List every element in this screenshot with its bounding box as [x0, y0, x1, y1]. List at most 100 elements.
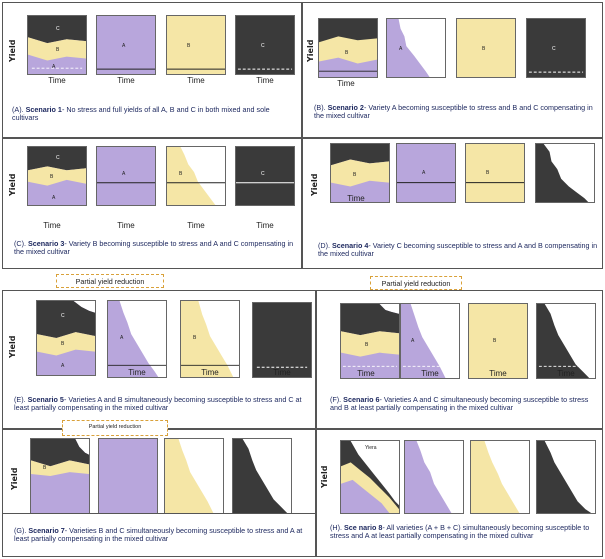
time-label: Time — [256, 221, 274, 230]
time-label: Time — [489, 369, 507, 378]
caption-text: - Variety A becoming susceptible to stre… — [314, 103, 593, 121]
letter-a: A — [422, 170, 426, 176]
caption-text: - Variety B becoming susceptible to stre… — [14, 239, 294, 257]
mixed-cultivar-box: B — [330, 143, 390, 203]
time-label: Time — [357, 369, 375, 378]
letter-c: C — [552, 46, 556, 52]
letter-a: A — [120, 335, 124, 341]
caption-title: Scenario 4 — [331, 241, 369, 250]
letter-b: B — [179, 171, 183, 177]
partial-yield-callout: Partial yield reduction — [370, 276, 462, 290]
letter-b: B — [353, 172, 357, 178]
caption-d: (D). Scenario 4- Variety C becoming susc… — [318, 241, 598, 259]
time-label: Time — [201, 368, 219, 377]
letter-b: B — [56, 47, 60, 53]
caption-text: - All varieties (A + B + C) simultaneous… — [330, 523, 590, 541]
caption-c: (C). Scenario 3- Variety B becoming susc… — [14, 239, 294, 257]
caption-g: (G). Scenario 7- Varieties B and C simul… — [14, 526, 310, 544]
mixed-cultivar-box: C B A — [36, 300, 96, 376]
sole-c-box: C — [526, 18, 586, 78]
letter-a: A — [61, 363, 65, 369]
caption-title: Scenario 2 — [327, 103, 364, 112]
sole-a-box: A — [396, 143, 456, 203]
caption-title: Scenario 6 — [343, 395, 380, 404]
mixed-cultivar-box: Yiera — [340, 440, 400, 514]
sole-b-box — [470, 440, 530, 514]
sole-b-box: B — [465, 143, 525, 203]
sole-b-box: B — [166, 146, 226, 206]
yield-axis-label: Yield — [8, 335, 17, 358]
yield-axis-label: Yield — [8, 39, 17, 62]
yield-axis-label: Yield — [10, 467, 19, 490]
sole-c-box — [535, 143, 595, 203]
time-label: Time — [557, 369, 575, 378]
sole-c-box — [536, 303, 596, 379]
panel-g-rule — [2, 513, 316, 514]
sole-b-box: B — [166, 15, 226, 75]
sole-a-box: A — [400, 303, 460, 379]
letter-b: B — [365, 342, 369, 348]
caption-text: - Varieties A and B simultaneously becom… — [14, 395, 302, 413]
caption-title: Sce nario 8 — [343, 523, 383, 532]
sole-c-box: C — [235, 15, 295, 75]
sole-b-box: B — [456, 18, 516, 78]
time-label: Time — [273, 368, 291, 377]
sole-a-box: A — [96, 15, 156, 75]
letter-c: C — [61, 313, 65, 319]
annotation-label: Yiera — [365, 445, 377, 451]
letter-a: A — [122, 171, 126, 177]
caption-prefix: (G). — [14, 526, 29, 535]
mixed-cultivar-box: B — [340, 303, 400, 379]
caption-prefix: (C). — [14, 239, 28, 248]
letter-c: C — [56, 155, 60, 161]
caption-text: - Variety C becoming susceptible to stre… — [318, 241, 598, 259]
mixed-cultivar-box: B — [30, 438, 90, 514]
sole-b-box: B — [468, 303, 528, 379]
sole-a-box: A — [96, 146, 156, 206]
caption-text: - Varieties B and C simultaneously becom… — [14, 526, 303, 544]
caption-b: (B). Scenario 2- Variety A becoming susc… — [314, 103, 599, 121]
caption-prefix: (D). — [318, 241, 332, 250]
letter-c: C — [261, 43, 265, 49]
sole-c-box: C — [235, 146, 295, 206]
caption-prefix: (E). — [14, 395, 28, 404]
time-label: Time — [187, 221, 205, 230]
letter-b: B — [193, 335, 197, 341]
sole-a-box — [404, 440, 464, 514]
letter-c: C — [56, 26, 60, 32]
letter-b: B — [187, 43, 191, 49]
time-label: Time — [421, 369, 439, 378]
sole-c-box — [252, 302, 312, 378]
sole-a-box: A — [386, 18, 446, 78]
yield-axis-label: Yield — [310, 173, 319, 196]
letter-b: B — [486, 170, 490, 176]
caption-prefix: (F). — [330, 395, 344, 404]
time-label: Time — [43, 221, 61, 230]
sole-c-box — [232, 438, 292, 514]
mixed-cultivar-box: C B A — [27, 146, 87, 206]
letter-b: B — [493, 338, 497, 344]
sole-c-box — [536, 440, 596, 514]
yield-axis-label: Yield — [306, 39, 315, 62]
caption-a: (A). Scenario 1- No stress and full yiel… — [12, 105, 297, 122]
sole-a-box: A — [107, 300, 167, 378]
caption-text: - Varieties A and C simultaneously becom… — [330, 395, 589, 413]
letter-b: B — [345, 50, 349, 56]
caption-prefix: (H). — [330, 523, 344, 532]
sole-b-box — [164, 438, 224, 514]
letter-a: A — [399, 46, 403, 52]
time-label: Time — [347, 194, 365, 203]
letter-b: B — [43, 465, 47, 471]
mixed-cultivar-box: C B A — [27, 15, 87, 75]
letter-c: C — [261, 171, 265, 177]
caption-prefix: (A). — [12, 105, 26, 114]
time-label: Time — [117, 76, 135, 85]
time-label: Time — [337, 79, 355, 88]
letter-a: A — [52, 64, 56, 70]
yield-axis-label: Yield — [320, 465, 329, 488]
caption-title: Scenario 1 — [25, 105, 62, 114]
time-label: Time — [117, 221, 135, 230]
caption-f: (F). Scenario 6- Varieties A and C simul… — [330, 395, 600, 413]
caption-title: Scenario 3 — [27, 239, 65, 248]
caption-e: (E). Scenario 5- Varieties A and B simul… — [14, 395, 310, 413]
